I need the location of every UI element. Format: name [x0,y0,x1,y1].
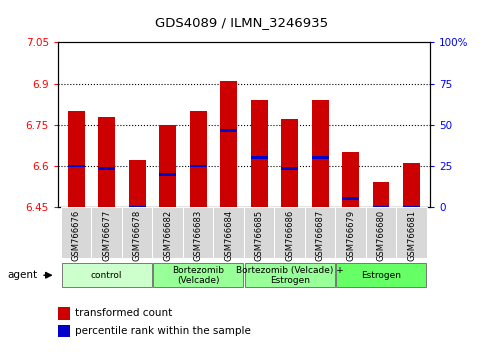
Bar [183,207,213,258]
Bar [312,100,328,207]
Text: GSM766676: GSM766676 [72,210,81,261]
Bar [251,100,268,207]
Bar [68,111,85,207]
Bar [58,325,70,337]
Bar [251,156,268,159]
Bar [122,207,153,258]
Text: Bortezomib (Velcade) +
Estrogen: Bortezomib (Velcade) + Estrogen [236,266,343,285]
Text: GSM766686: GSM766686 [285,210,294,261]
Bar [91,207,122,258]
Bar [342,152,359,207]
Text: Bortezomib
(Velcade): Bortezomib (Velcade) [172,266,224,285]
Bar [312,156,328,159]
Text: GSM766682: GSM766682 [163,210,172,261]
Bar [159,173,176,176]
Bar [373,182,389,207]
Bar [99,116,115,207]
Text: GSM766687: GSM766687 [315,210,325,261]
Bar [403,206,420,209]
Text: transformed count: transformed count [75,308,172,318]
Bar [281,119,298,207]
Bar [366,207,397,258]
Text: GSM766679: GSM766679 [346,210,355,261]
Text: GSM766678: GSM766678 [133,210,142,261]
Bar [62,263,152,287]
Bar [213,207,244,258]
Text: Estrogen: Estrogen [361,271,401,280]
Bar [190,165,207,167]
Bar [274,207,305,258]
Bar [68,165,85,167]
Text: GSM766684: GSM766684 [224,210,233,261]
Bar [335,207,366,258]
Bar [281,167,298,170]
Bar [397,207,427,258]
Bar [244,263,335,287]
Text: GSM766683: GSM766683 [194,210,203,261]
Bar [190,111,207,207]
Bar [244,207,274,258]
Text: agent: agent [7,270,37,280]
Bar [159,125,176,207]
Bar [336,263,426,287]
Bar [61,207,91,258]
Text: GSM766681: GSM766681 [407,210,416,261]
Text: GSM766685: GSM766685 [255,210,264,261]
Bar [403,163,420,207]
Bar [99,167,115,170]
Bar [129,160,145,207]
Bar [305,207,335,258]
Text: control: control [91,271,123,280]
Bar [220,81,237,207]
Bar [220,129,237,132]
Bar [58,307,70,320]
Bar [342,198,359,200]
Text: GDS4089 / ILMN_3246935: GDS4089 / ILMN_3246935 [155,16,328,29]
Bar [129,206,145,209]
Bar [153,263,243,287]
Bar [153,207,183,258]
Text: GSM766680: GSM766680 [377,210,385,261]
Text: percentile rank within the sample: percentile rank within the sample [75,326,251,336]
Text: GSM766677: GSM766677 [102,210,111,261]
Bar [373,206,389,209]
